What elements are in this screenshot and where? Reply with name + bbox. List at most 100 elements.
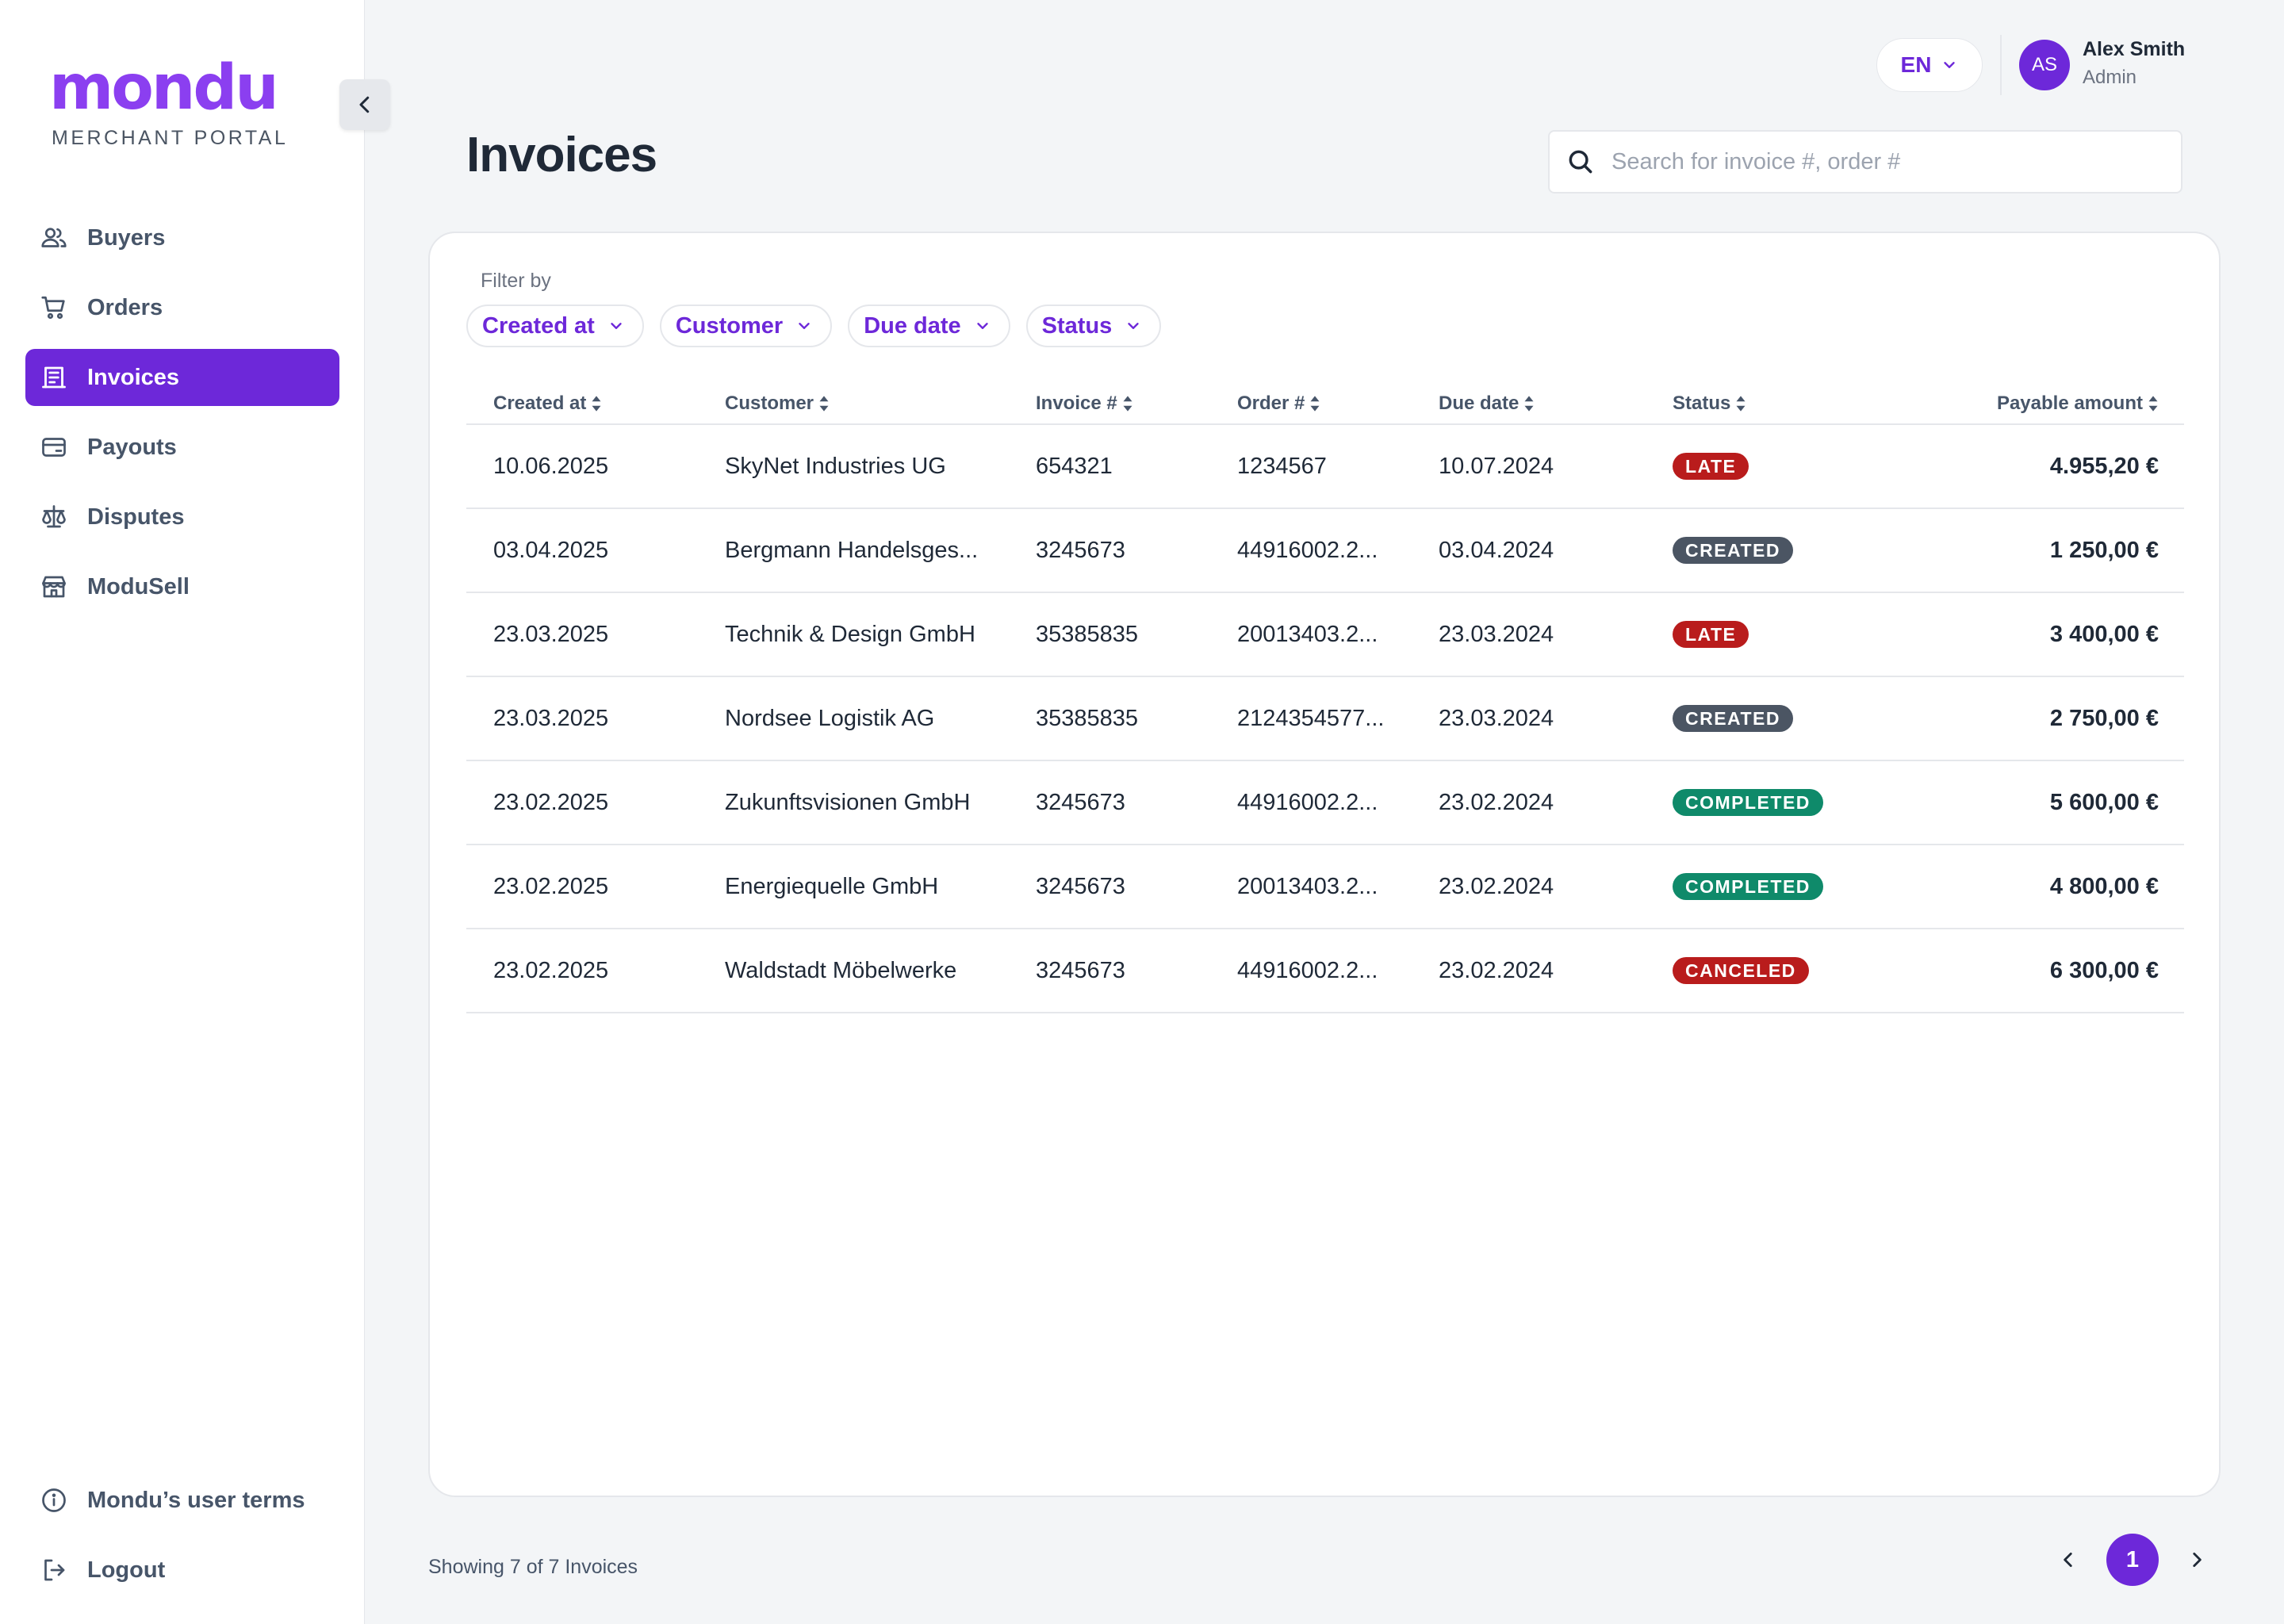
status-badge: COMPLETED: [1673, 789, 1823, 816]
cell-payable-amount: 1 250,00 €: [2049, 537, 2159, 563]
sidebar-item-buyers[interactable]: Buyers: [25, 209, 339, 266]
cell-invoice-number: 3245673: [1036, 789, 1125, 815]
table-row[interactable]: 23.02.2025 Energiequelle GmbH 3245673 20013…: [466, 845, 2184, 929]
search-box[interactable]: [1548, 130, 2182, 193]
cell-invoice-number-container: 3245673: [1036, 874, 1237, 900]
cell-created-at: 23.02.2025: [493, 957, 609, 983]
column-header-label: Order #: [1237, 393, 1305, 414]
status-badge: CREATED: [1673, 537, 1793, 564]
cell-customer-container: Zukunftsvisionen GmbH: [725, 790, 1036, 816]
cell-status: COMPLETED: [1673, 789, 1910, 816]
cell-invoice-number: 35385835: [1036, 621, 1139, 647]
column-header-customer[interactable]: Customer: [725, 393, 830, 415]
cell-due-date-container: 23.03.2024: [1439, 706, 1673, 732]
cell-order-number-container: 20013403.2...: [1237, 874, 1439, 900]
cell-order-number-container: 44916002.2...: [1237, 958, 1439, 984]
column-header-invoice[interactable]: Invoice #: [1036, 393, 1133, 415]
results-count: Showing 7 of 7 Invoices: [428, 1556, 638, 1578]
cell-due-date: 23.02.2024: [1439, 873, 1554, 899]
cell-created-at-container: 23.02.2025: [466, 790, 725, 816]
cell-created-at: 23.03.2025: [493, 705, 609, 731]
cell-order-number-container: 44916002.2...: [1237, 790, 1439, 816]
cell-created-at-container: 23.02.2025: [466, 874, 725, 900]
cell-status: LATE: [1673, 621, 1910, 648]
sidebar-item-disputes[interactable]: Disputes: [25, 488, 339, 546]
sidebar: mondu MERCHANT PORTAL Buyers Orders Invo…: [0, 0, 365, 1624]
column-header-created-at[interactable]: Created at: [493, 393, 602, 415]
column-header-label: Customer: [725, 393, 814, 414]
cell-invoice-number-container: 35385835: [1036, 706, 1237, 732]
sidebar-item-orders[interactable]: Orders: [25, 279, 339, 336]
column-header-order[interactable]: Order #: [1237, 393, 1320, 415]
language-selector[interactable]: EN: [1876, 38, 1983, 92]
cell-invoice-number: 3245673: [1036, 957, 1125, 983]
info-icon: [38, 1484, 70, 1516]
logo-subtitle: MERCHANT PORTAL: [52, 127, 289, 149]
filter-created-at[interactable]: Created at: [466, 304, 644, 347]
filter-due-date[interactable]: Due date: [848, 304, 1010, 347]
filter-customer[interactable]: Customer: [659, 304, 833, 347]
status-badge: LATE: [1673, 621, 1749, 648]
sidebar-item-label: Buyers: [87, 224, 166, 251]
user-name[interactable]: Alex Smith: [2083, 38, 2186, 60]
sort-icon: [2148, 396, 2158, 412]
sidebar-item-label: Payouts: [87, 434, 177, 460]
sort-icon: [819, 396, 829, 412]
cell-order-number: 44916002.2...: [1237, 537, 1378, 563]
table-row[interactable]: 23.03.2025 Nordsee Logistik AG 35385835 212…: [466, 677, 2184, 761]
sidebar-item-logout[interactable]: Logout: [25, 1542, 339, 1599]
cell-invoice-number: 3245673: [1036, 537, 1125, 563]
cell-invoice-number: 654321: [1036, 453, 1113, 479]
cell-due-date: 23.02.2024: [1439, 789, 1554, 815]
mondu-logo[interactable]: mondu MERCHANT PORTAL: [49, 57, 288, 150]
cell-customer: Waldstadt Möbelwerke: [725, 957, 957, 983]
sort-icon: [1736, 396, 1746, 412]
cell-payable-amount: 3 400,00 €: [2049, 621, 2159, 647]
cell-status: COMPLETED: [1673, 873, 1910, 900]
sidebar-item-mondusell[interactable]: ModuSell: [25, 558, 339, 615]
cell-payable-amount: 4.955,20 €: [2049, 453, 2159, 479]
cell-customer-container: Bergmann Handelsges...: [725, 538, 1036, 564]
column-header-status[interactable]: Status: [1673, 393, 1746, 415]
language-label: EN: [1900, 52, 1932, 77]
table-row[interactable]: 23.02.2025 Zukunftsvisionen GmbH 3245673 44…: [466, 761, 2184, 845]
cart-icon: [38, 292, 70, 324]
status-badge: LATE: [1673, 453, 1749, 480]
avatar[interactable]: AS: [2019, 40, 2070, 90]
page-button-current[interactable]: 1: [2106, 1534, 2159, 1586]
cell-payable-amount-container: 6 300,00 €: [1910, 958, 2184, 984]
chevron-left-icon: [2064, 1553, 2072, 1567]
cell-order-number: 20013403.2...: [1237, 621, 1378, 647]
search-input[interactable]: [1611, 148, 2181, 175]
cell-order-number: 2124354577...: [1237, 705, 1385, 731]
previous-page-button[interactable]: [2043, 1534, 2094, 1585]
table-row[interactable]: 23.03.2025 Technik & Design GmbH 35385835 2…: [466, 593, 2184, 677]
collapse-sidebar-button[interactable]: [339, 79, 390, 130]
sidebar-item-invoices[interactable]: Invoices: [25, 349, 339, 406]
sidebar-item-user-terms[interactable]: Mondu’s user terms: [25, 1472, 339, 1529]
sort-icon: [1310, 396, 1320, 412]
topbar-divider: [2000, 35, 2002, 95]
filter-status[interactable]: Status: [1025, 304, 1162, 347]
column-header-due-date[interactable]: Due date: [1439, 393, 1535, 415]
search-icon: [1569, 150, 1592, 174]
page-title: Invoices: [466, 128, 657, 182]
table-row[interactable]: 10.06.2025 SkyNet Industries UG 654321 1234…: [466, 425, 2184, 509]
table-row[interactable]: 23.02.2025 Waldstadt Möbelwerke 3245673 449…: [466, 929, 2184, 1013]
chevron-down-icon: [1128, 323, 1140, 329]
cell-invoice-number-container: 35385835: [1036, 622, 1237, 648]
filter-chip-label: Created at: [482, 312, 595, 339]
column-header-payable-amount[interactable]: Payable amount: [1997, 393, 2159, 415]
sidebar-item-label: ModuSell: [87, 573, 190, 599]
cell-order-number: 1234567: [1237, 453, 1327, 479]
table-row[interactable]: 03.04.2025 Bergmann Handelsges... 3245673 4…: [466, 509, 2184, 593]
sidebar-item-payouts[interactable]: Payouts: [25, 419, 339, 476]
cell-order-number-container: 44916002.2...: [1237, 538, 1439, 564]
filter-chip-label: Status: [1041, 312, 1113, 339]
sidebar-item-label: Mondu’s user terms: [87, 1487, 305, 1513]
cell-created-at-container: 10.06.2025: [466, 454, 725, 480]
sidebar-bottom: Mondu’s user terms Logout: [25, 1472, 339, 1611]
next-page-button[interactable]: [2171, 1534, 2222, 1585]
wallet-icon: [38, 431, 70, 463]
cell-customer-container: Waldstadt Möbelwerke: [725, 958, 1036, 984]
